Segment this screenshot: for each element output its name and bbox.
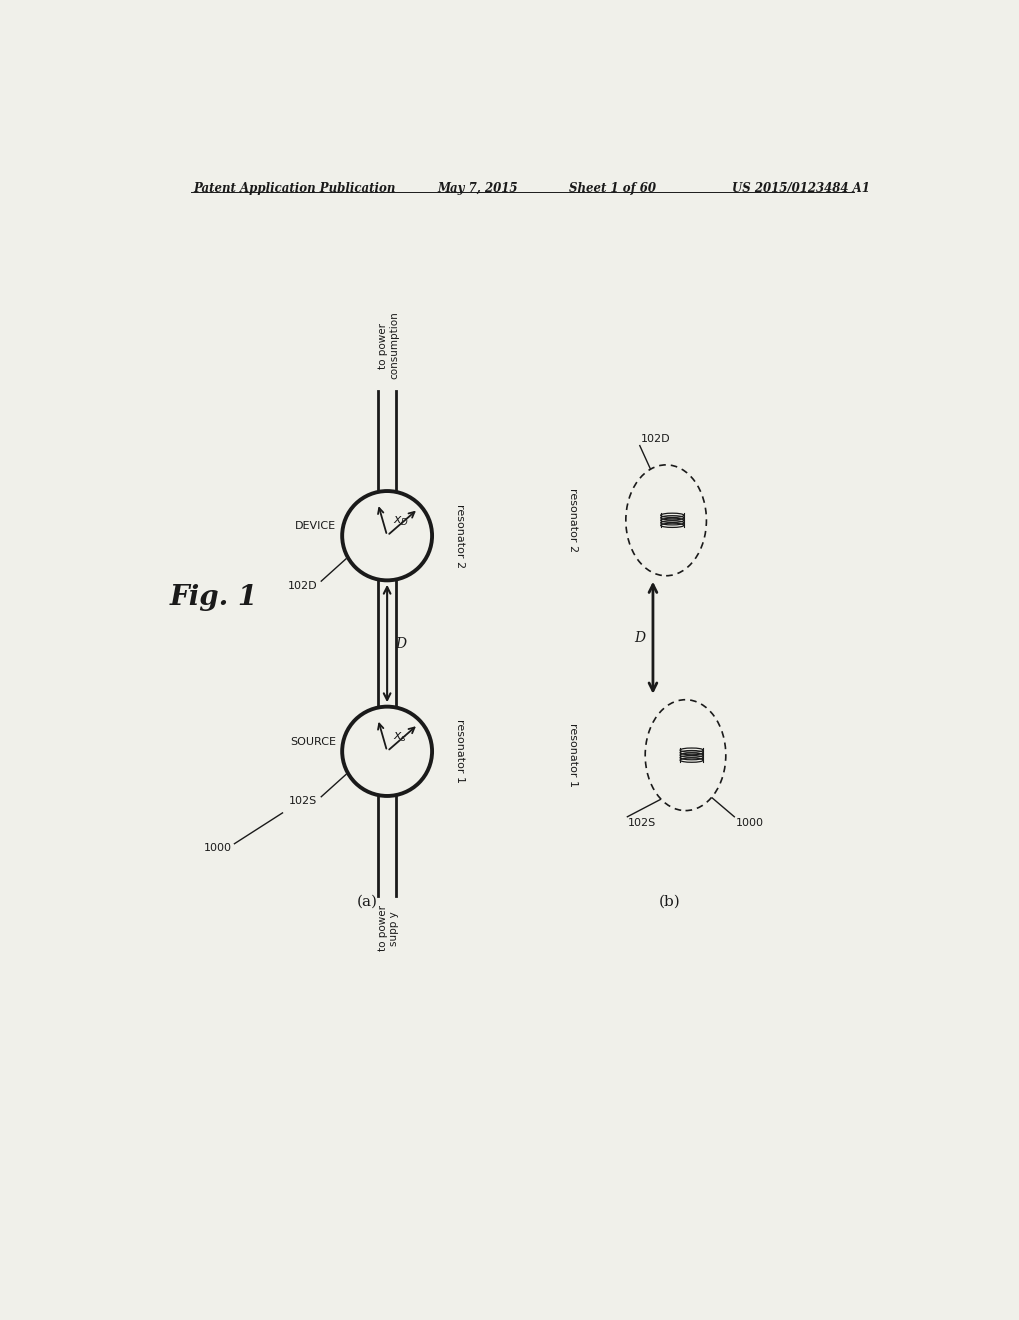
Text: (b): (b) (658, 895, 681, 908)
Text: resonator 2: resonator 2 (454, 504, 464, 568)
Text: 102D: 102D (287, 581, 317, 591)
Text: D: D (634, 631, 645, 644)
Text: resonator 2: resonator 2 (568, 488, 578, 552)
Text: to power
supp y: to power supp y (377, 906, 399, 952)
Text: $x_D$: $x_D$ (393, 515, 409, 528)
Text: 1000: 1000 (204, 842, 232, 853)
Text: D: D (394, 636, 406, 651)
Text: resonator 1: resonator 1 (454, 719, 464, 783)
Text: 1000: 1000 (735, 818, 763, 828)
Text: 102D: 102D (641, 434, 671, 445)
Text: 102S: 102S (288, 796, 317, 807)
Ellipse shape (341, 491, 432, 581)
Text: DEVICE: DEVICE (294, 521, 335, 532)
Text: May 7, 2015: May 7, 2015 (437, 182, 518, 194)
Text: SOURCE: SOURCE (289, 737, 335, 747)
Text: US 2015/0123484 A1: US 2015/0123484 A1 (732, 182, 869, 194)
Text: $x_s$: $x_s$ (393, 730, 407, 743)
Text: Sheet 1 of 60: Sheet 1 of 60 (569, 182, 655, 194)
Text: resonator 1: resonator 1 (568, 723, 578, 787)
Ellipse shape (626, 465, 706, 576)
Ellipse shape (341, 706, 432, 796)
Text: to power
consumption: to power consumption (377, 312, 399, 379)
Text: (a): (a) (357, 895, 378, 908)
Text: 102S: 102S (627, 818, 655, 828)
Text: Patent Application Publication: Patent Application Publication (194, 182, 395, 194)
Text: Fig. 1: Fig. 1 (170, 583, 258, 611)
Ellipse shape (645, 700, 726, 810)
